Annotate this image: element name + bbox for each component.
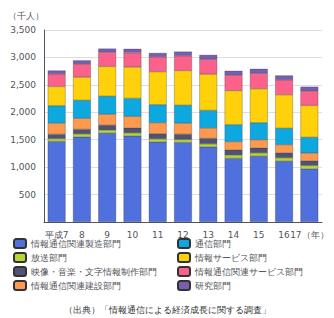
svg-text:3,500: 3,500	[10, 25, 36, 35]
svg-text:2,500: 2,500	[10, 80, 36, 90]
svg-text:研究部門: 研究部門	[195, 281, 231, 291]
svg-text:通信部門: 通信部門	[195, 239, 231, 249]
svg-text:情報通信関連サービス部門: 情報通信関連サービス部門	[194, 267, 303, 277]
svg-text:14: 14	[227, 229, 240, 240]
svg-text:1,500: 1,500	[10, 135, 36, 145]
svg-text:12: 12	[177, 229, 189, 240]
svg-text:15: 15	[253, 230, 264, 240]
svg-text:（出典）「情報通信による経済成長に関する調査」: （出典）「情報通信による経済成長に関する調査」	[64, 305, 271, 315]
svg-text:9: 9	[104, 229, 110, 240]
svg-text:17（年）: 17（年）	[290, 230, 328, 240]
svg-text:2,000: 2,000	[10, 107, 36, 117]
svg-text:映像・音楽・文字情報制作部門: 映像・音楽・文字情報制作部門	[31, 267, 157, 277]
svg-text:放送部門: 放送部門	[31, 253, 67, 263]
svg-text:1,000: 1,000	[10, 162, 36, 172]
svg-text:500: 500	[19, 190, 36, 200]
svg-text:13: 13	[202, 229, 214, 240]
svg-text:10: 10	[127, 230, 139, 240]
svg-text:8: 8	[79, 229, 85, 240]
svg-text:情報通信関連建設部門: 情報通信関連建設部門	[30, 281, 121, 291]
svg-text:16: 16	[278, 230, 290, 240]
svg-text:情報通信関連製造部門: 情報通信関連製造部門	[30, 239, 121, 249]
svg-text:（千人）: （千人）	[8, 11, 44, 21]
svg-text:11: 11	[152, 230, 163, 240]
svg-text:情報サービス部門: 情報サービス部門	[194, 253, 267, 263]
svg-text:3,000: 3,000	[10, 52, 36, 62]
svg-text:平成7: 平成7	[44, 229, 69, 240]
